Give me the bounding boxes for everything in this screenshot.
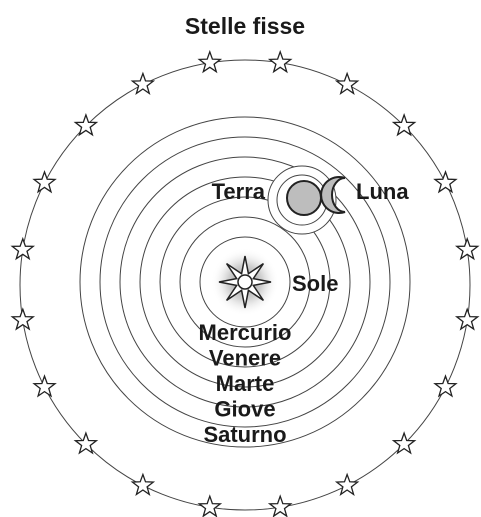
star — [270, 496, 291, 516]
star — [199, 52, 220, 72]
star — [132, 475, 153, 495]
earth — [287, 181, 321, 215]
star — [12, 309, 33, 329]
star — [337, 475, 358, 495]
planet-label: Venere — [209, 345, 281, 370]
star — [34, 376, 55, 396]
star — [12, 239, 33, 259]
star — [337, 74, 358, 94]
planet-label: Saturno — [203, 422, 286, 447]
star — [75, 115, 96, 135]
star — [457, 239, 478, 259]
earth-label: Terra — [212, 179, 266, 204]
star — [435, 376, 456, 396]
star — [34, 172, 55, 192]
geocentric-diagram: Stelle fisse Terra Luna Sole MercurioVen… — [0, 0, 481, 517]
page: {"title": "Stelle fisse", "earth": "Terr… — [0, 0, 481, 517]
star — [394, 115, 415, 135]
title: Stelle fisse — [185, 13, 305, 39]
sun-label: Sole — [292, 271, 338, 296]
planet-label: Mercurio — [199, 320, 292, 345]
star — [435, 172, 456, 192]
sun-core — [238, 275, 252, 289]
planet-label: Marte — [216, 371, 275, 396]
star — [270, 52, 291, 72]
star — [199, 496, 220, 516]
star — [457, 309, 478, 329]
planet-label: Giove — [214, 396, 275, 421]
star — [132, 74, 153, 94]
moon-label: Luna — [356, 179, 409, 204]
